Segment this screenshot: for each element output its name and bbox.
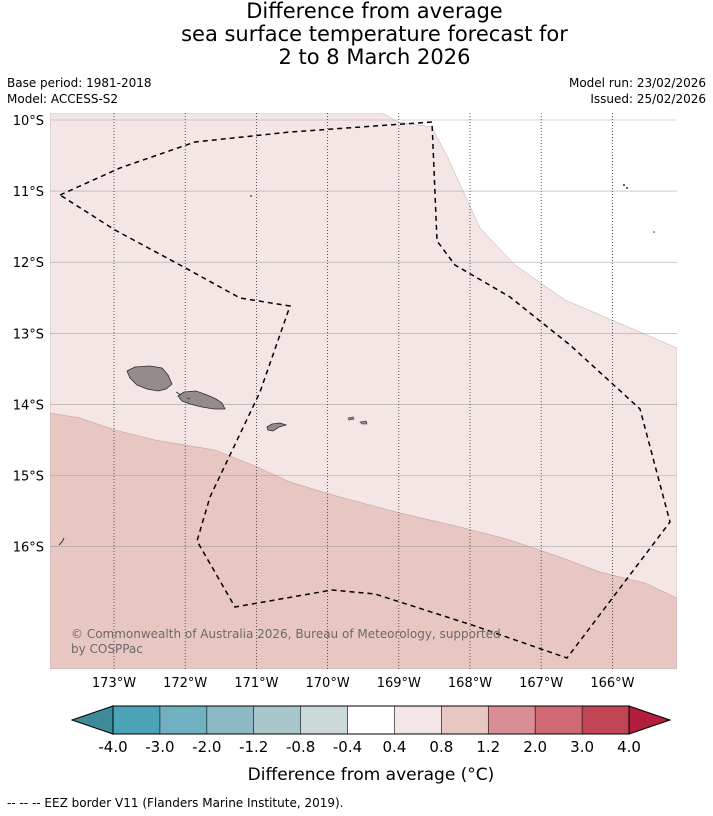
colorbar-segment [206,706,254,734]
lat-label: 13°S [13,327,44,342]
latitude-labels: 10°S 11°S 12°S 13°S 14°S 15°S 16°S [13,114,44,556]
colorbar-extend-high [628,705,672,735]
colorbar-segment [535,706,583,734]
colorbar-segment [488,706,536,734]
lon-label: 173°W [92,676,136,691]
eez-legend-note: -- -- -- EEZ border V11 (Flanders Marine… [7,796,344,810]
colorbar-segment [347,706,395,734]
meta-right: Model run: 23/02/2026 Issued: 25/02/2026 [569,75,706,107]
lat-label: 12°S [13,256,44,271]
lon-label: 167°W [519,676,563,691]
colorbar-tick-label: -0.4 [333,738,362,756]
lon-label: 166°W [590,676,634,691]
colorbar-extend-low [70,705,114,735]
lon-label: 169°W [377,676,421,691]
island-ofu [347,416,355,421]
colorbar-tick-label: 3.0 [570,738,594,756]
lon-label: 171°W [234,676,278,691]
lat-label: 14°S [13,398,44,413]
title-line-1: Difference from average [246,0,503,23]
colorbar: -4.0 -3.0 -2.0 -1.2 -0.8 -0.4 0.4 0.8 1.2 2.0 3.0 4… [70,705,672,756]
colorbar-label: Difference from average (°C) [248,765,495,785]
colorbar-tick-label: 0.4 [383,738,407,756]
island-tau [359,420,368,425]
colorbar-segment [113,706,160,734]
colorbar-segment [394,706,442,734]
base-period: Base period: 1981-2018 [7,76,152,90]
colorbar-tick-label: 0.8 [429,738,453,756]
map-canvas [50,113,677,669]
lon-label: 172°W [163,676,207,691]
colorbar-tick-label: -0.8 [286,738,315,756]
island-upolu [177,390,226,410]
title-line-2: sea surface temperature forecast for [181,22,568,46]
colorbar-tick-label: 1.2 [476,738,500,756]
latitude-gridlines [50,119,677,547]
lon-label: 168°W [448,676,492,691]
colorbar-tick-label: -1.2 [239,738,268,756]
island-tutuila [266,422,288,432]
colorbar-segment [300,706,348,734]
colorbar-segment [582,706,629,734]
colorbar-segment [159,706,207,734]
reef-small [175,391,191,400]
colorbar-tick-label: 4.0 [617,738,641,756]
island-swains [250,195,252,197]
colorbar-tick-label: 2.0 [523,738,547,756]
copyright-line-1: © Commonwealth of Australia 2026, Bureau… [71,627,501,641]
meta-left: Base period: 1981-2018 Model: ACCESS-S2 [7,75,152,107]
lat-label: 11°S [13,185,44,200]
lat-label: 15°S [13,470,44,485]
colorbar-tick-label: -4.0 [98,738,127,756]
model-run: Model run: 23/02/2026 [568,76,706,90]
island-tokelau-b [626,187,628,189]
longitude-labels: 173°W 172°W 171°W 170°W 169°W 168°W 167°W 166°W [92,676,635,691]
colorbar-tick-label: -3.0 [145,738,174,756]
map-figure: 10°S11°S12°S13°S14°S15°S16°S 173°W 172°W 1… [13,113,677,785]
anomaly-region-0p8-1p2 [50,412,677,669]
colorbar-segment [253,706,301,734]
colorbar-segment [441,706,489,734]
issued-date: Issued: 25/02/2026 [590,92,706,106]
title-line-3: 2 to 8 March 2026 [278,45,471,69]
island-tokelau-c [653,231,655,233]
lat-label: 10°S [13,114,44,129]
lon-label: 170°W [306,676,350,691]
model-name: Model: ACCESS-S2 [7,92,119,106]
lat-label: 16°S [13,541,44,556]
colorbar-tick-label: -2.0 [192,738,221,756]
island-uvea [58,537,65,546]
island-savaii [126,365,173,392]
copyright-line-2: by COSPPac [71,642,143,656]
map-title: Difference from average sea surface temp… [0,0,713,69]
island-tokelau-a [623,184,625,186]
